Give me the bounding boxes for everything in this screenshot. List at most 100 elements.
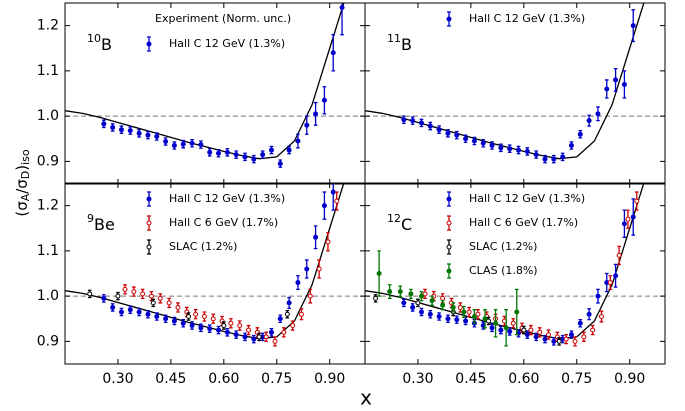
data-point	[621, 81, 627, 87]
data-point	[221, 323, 227, 329]
data-point	[263, 334, 269, 340]
y-label-part: /σ	[13, 179, 31, 194]
x-tick-label: 0.60	[208, 371, 239, 387]
panel-frame	[364, 2, 666, 185]
legend-label: Hall C 6 GeV (1.7%)	[169, 216, 278, 229]
data-point	[316, 266, 322, 272]
data-point	[224, 329, 230, 335]
y-tick-label: 1.2	[37, 198, 59, 214]
data-point	[295, 138, 301, 144]
data-point	[493, 320, 499, 326]
panel-frame	[64, 2, 366, 185]
data-point	[163, 316, 169, 322]
nucleus-symbol: B	[401, 35, 412, 54]
data-point	[145, 311, 151, 317]
data-point	[140, 291, 146, 297]
data-point	[376, 271, 382, 276]
nucleus-symbol: Be	[94, 215, 115, 234]
data-point	[507, 146, 513, 152]
data-point	[313, 234, 319, 240]
data-point	[581, 334, 587, 340]
data-point	[150, 300, 156, 306]
data-point	[630, 23, 636, 29]
data-point	[216, 150, 222, 156]
data-point	[325, 239, 331, 245]
data-point	[101, 121, 107, 127]
data-point	[321, 203, 327, 209]
data-point	[621, 221, 627, 227]
data-point	[401, 300, 407, 306]
x-tick-label: 0.30	[402, 371, 433, 387]
data-point	[118, 127, 124, 133]
data-point	[154, 313, 160, 319]
data-point	[528, 327, 534, 333]
data-point	[272, 338, 278, 344]
data-point	[486, 318, 492, 324]
data-point	[290, 323, 296, 329]
y-label-sub: iso	[19, 149, 32, 165]
data-point	[418, 293, 424, 299]
data-point	[321, 97, 327, 103]
panel-frame	[364, 182, 666, 365]
data-point	[450, 304, 456, 310]
data-point	[551, 338, 557, 344]
data-point	[237, 323, 243, 329]
data-point	[463, 136, 469, 142]
data-point	[590, 327, 596, 333]
data-point	[145, 132, 151, 138]
panel	[365, 183, 665, 347]
data-point	[387, 289, 393, 295]
legend-label: Hall C 12 GeV (1.3%)	[169, 37, 285, 50]
data-point	[313, 111, 319, 117]
y-tick-label: 0.9	[37, 333, 59, 349]
data-point	[260, 152, 266, 158]
data-point	[397, 289, 403, 295]
data-point	[489, 325, 495, 331]
data-point	[251, 336, 257, 342]
nucleus-label: 11B	[387, 32, 412, 54]
data-point	[415, 300, 421, 306]
y-axis-label: (σA/σD)iso	[13, 149, 33, 217]
legend-label: Hall C 12 GeV (1.3%)	[469, 192, 585, 205]
data-point	[304, 266, 310, 272]
y-label-sub: A	[19, 193, 32, 201]
data-point	[115, 293, 121, 299]
data-point	[613, 273, 619, 279]
data-point	[507, 328, 513, 334]
data-point	[510, 320, 516, 326]
data-point	[228, 320, 234, 326]
data-point	[454, 317, 460, 323]
legend-dot	[146, 196, 152, 202]
data-point	[489, 143, 495, 149]
data-point	[418, 120, 424, 126]
data-point	[110, 304, 116, 310]
data-point	[163, 138, 169, 144]
data-point	[418, 309, 424, 315]
nucleus-label: 12C	[387, 212, 412, 234]
data-point	[461, 309, 467, 315]
data-point	[427, 123, 433, 129]
data-point	[304, 122, 310, 128]
data-point	[542, 156, 548, 162]
legend-label: Hall C 6 GeV (1.7%)	[469, 216, 578, 229]
data-point	[87, 291, 93, 297]
data-point	[242, 334, 248, 340]
data-point	[284, 311, 290, 317]
data-point	[339, 5, 345, 11]
data-point	[445, 130, 451, 136]
x-tick-label: 0.30	[102, 371, 133, 387]
y-tick-label: 1.1	[37, 243, 59, 259]
data-point	[604, 86, 610, 92]
nucleus-symbol: C	[401, 215, 412, 234]
data-point	[171, 318, 177, 324]
data-point	[568, 332, 574, 338]
data-point	[233, 332, 239, 338]
data-point	[410, 304, 416, 310]
legend-dot	[446, 16, 452, 22]
data-point	[298, 311, 304, 317]
data-point	[546, 332, 552, 338]
data-point	[471, 313, 477, 319]
data-point	[498, 145, 504, 151]
data-point	[198, 142, 204, 148]
